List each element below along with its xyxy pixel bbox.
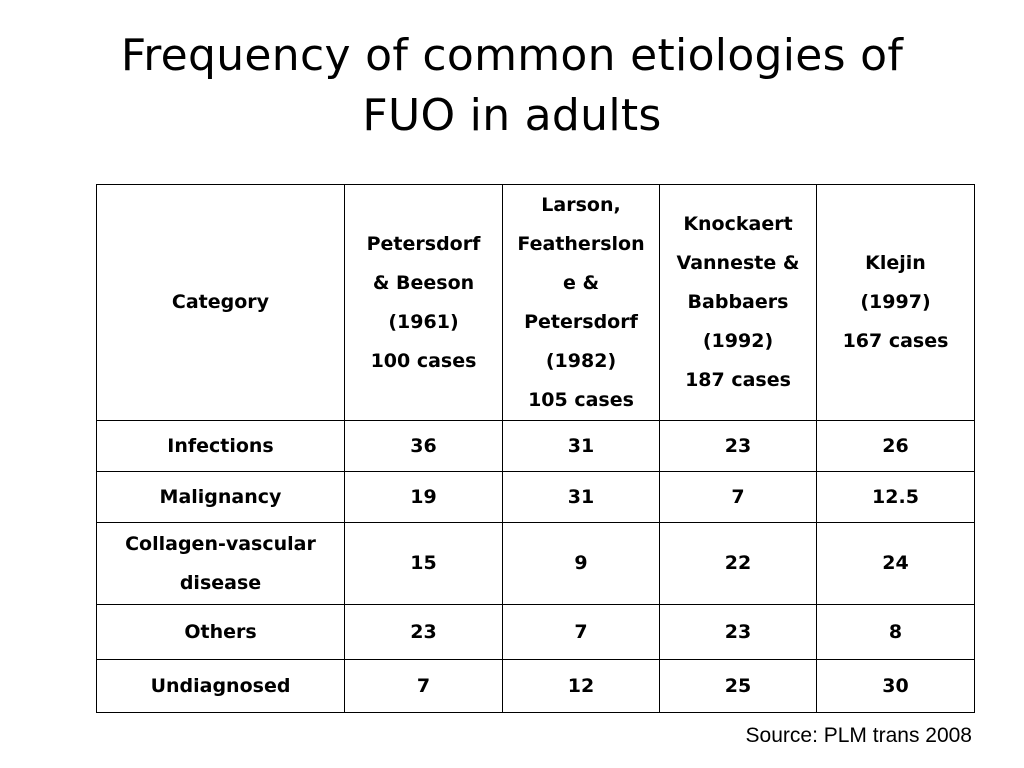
header-category: Category <box>96 184 345 421</box>
header-knockaert-line: 187 cases <box>685 369 791 391</box>
value-cell: 23 <box>659 420 817 472</box>
header-larson-line: Larson, <box>541 193 621 216</box>
table-header-row: Category Petersdorf & Beeson (1961) 100 … <box>96 184 975 421</box>
header-knockaert-line: Babbaers <box>687 291 789 313</box>
header-klejin-line: (1997) <box>860 291 931 313</box>
header-klejin: Klejin (1997) 167 cases <box>816 184 975 421</box>
table-row: Others 23 7 23 8 <box>96 604 975 660</box>
value-cell: 24 <box>816 522 975 605</box>
value-cell: 8 <box>816 604 975 660</box>
header-knockaert-line: Knockaert <box>683 213 793 235</box>
header-larson-line: e & <box>562 271 600 294</box>
category-line: Collagen-vascular <box>125 532 316 555</box>
category-cell: Infections <box>96 420 345 472</box>
value-cell: 23 <box>344 604 503 660</box>
title-line-1: Frequency of common etiologies of <box>120 30 904 81</box>
header-petersdorf-beeson: Petersdorf & Beeson (1961) 100 cases <box>344 184 503 421</box>
value-cell: 7 <box>659 471 817 523</box>
value-cell: 23 <box>659 604 817 660</box>
value-cell: 25 <box>659 659 817 713</box>
value-cell: 26 <box>816 420 975 472</box>
value-cell: 7 <box>344 659 503 713</box>
table-row: Infections 36 31 23 26 <box>96 420 975 472</box>
header-larson-line: Petersdorf <box>524 310 638 333</box>
header-klejin-line: 167 cases <box>842 330 949 352</box>
slide-title: Frequency of common etiologies of FUO in… <box>0 26 1024 146</box>
value-cell: 31 <box>502 471 660 523</box>
table-row: Collagen-vascular disease 15 9 22 24 <box>96 522 975 605</box>
header-larson: Larson, Feathersl​on e & Petersdorf (198… <box>502 184 660 421</box>
value-cell: 9 <box>502 522 660 605</box>
value-cell: 31 <box>502 420 660 472</box>
header-klejin-line: Klejin <box>865 252 926 274</box>
category-cell: Malignancy <box>96 471 345 523</box>
table-row: Malignancy 19 31 7 12.5 <box>96 471 975 523</box>
header-larson-line: 105 cases <box>528 388 634 411</box>
source-note: Source: PLM trans 2008 <box>745 724 972 747</box>
value-cell: 12 <box>502 659 660 713</box>
category-line: disease <box>179 571 262 594</box>
header-knockaert-line: (1992) <box>702 330 774 352</box>
header-knockaert: Knockaert Vanneste & Babbaers (1992) 187… <box>659 184 817 421</box>
category-cell: Collagen-vascular disease <box>96 522 345 605</box>
value-cell: 7 <box>502 604 660 660</box>
value-cell: 30 <box>816 659 975 713</box>
value-cell: 36 <box>344 420 503 472</box>
header-knockaert-line: Vanneste & <box>676 252 800 274</box>
value-cell: 12.5 <box>816 471 975 523</box>
value-cell: 15 <box>344 522 503 605</box>
table-row: Undiagnosed 7 12 25 30 <box>96 659 975 713</box>
category-cell: Undiagnosed <box>96 659 345 713</box>
category-cell: Others <box>96 604 345 660</box>
value-cell: 22 <box>659 522 817 605</box>
value-cell: 19 <box>344 471 503 523</box>
header-larson-line: Feathersl​on <box>517 232 645 255</box>
title-line-2: FUO in adults <box>362 90 662 141</box>
etiology-frequency-table: Category Petersdorf & Beeson (1961) 100 … <box>96 184 975 713</box>
header-larson-line: (1982) <box>545 349 617 372</box>
